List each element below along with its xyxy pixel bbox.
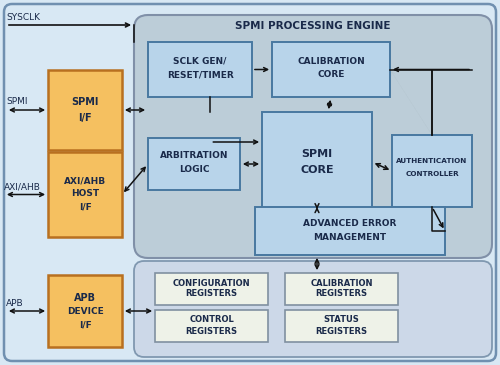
Text: AXI/AHB: AXI/AHB bbox=[4, 182, 41, 191]
FancyBboxPatch shape bbox=[48, 275, 122, 347]
Text: RESET/TIMER: RESET/TIMER bbox=[166, 70, 234, 79]
Text: I/F: I/F bbox=[78, 203, 92, 212]
Text: REGISTERS: REGISTERS bbox=[316, 327, 368, 335]
FancyBboxPatch shape bbox=[285, 310, 398, 342]
Text: ARBITRATION: ARBITRATION bbox=[160, 151, 228, 161]
Text: I/F: I/F bbox=[78, 113, 92, 123]
Text: STATUS: STATUS bbox=[324, 315, 360, 324]
Text: AUTHENTICATION: AUTHENTICATION bbox=[396, 158, 468, 164]
Text: CALIBRATION: CALIBRATION bbox=[310, 278, 373, 288]
Text: SPMI PROCESSING ENGINE: SPMI PROCESSING ENGINE bbox=[236, 21, 391, 31]
Text: CONTROLLER: CONTROLLER bbox=[405, 171, 459, 177]
Text: APB: APB bbox=[74, 293, 96, 303]
FancyBboxPatch shape bbox=[392, 135, 472, 207]
Text: REGISTERS: REGISTERS bbox=[186, 327, 238, 335]
Text: CONFIGURATION: CONFIGURATION bbox=[172, 278, 250, 288]
FancyBboxPatch shape bbox=[262, 112, 372, 212]
FancyBboxPatch shape bbox=[48, 70, 122, 150]
Text: SYSCLK: SYSCLK bbox=[6, 12, 40, 22]
FancyBboxPatch shape bbox=[148, 42, 252, 97]
FancyBboxPatch shape bbox=[134, 261, 492, 357]
Text: REGISTERS: REGISTERS bbox=[316, 289, 368, 299]
FancyBboxPatch shape bbox=[4, 4, 496, 361]
FancyBboxPatch shape bbox=[155, 310, 268, 342]
Text: HOST: HOST bbox=[71, 189, 99, 198]
Text: CONTROL: CONTROL bbox=[189, 315, 234, 324]
FancyBboxPatch shape bbox=[155, 273, 268, 305]
FancyBboxPatch shape bbox=[48, 152, 122, 237]
Text: LOGIC: LOGIC bbox=[179, 165, 209, 174]
Text: CORE: CORE bbox=[300, 165, 334, 175]
FancyBboxPatch shape bbox=[255, 207, 445, 255]
FancyBboxPatch shape bbox=[148, 138, 240, 190]
Text: APB: APB bbox=[6, 299, 24, 307]
Text: AXI/AHB: AXI/AHB bbox=[64, 176, 106, 185]
Text: MANAGEMENT: MANAGEMENT bbox=[314, 233, 386, 242]
Text: CALIBRATION: CALIBRATION bbox=[297, 57, 365, 66]
Text: SPMI: SPMI bbox=[302, 149, 332, 159]
Text: CORE: CORE bbox=[318, 70, 344, 79]
FancyBboxPatch shape bbox=[272, 42, 390, 97]
Text: SPMI: SPMI bbox=[6, 97, 28, 107]
FancyBboxPatch shape bbox=[285, 273, 398, 305]
Text: I/F: I/F bbox=[78, 320, 92, 330]
FancyBboxPatch shape bbox=[134, 15, 492, 258]
Text: SPMI: SPMI bbox=[72, 97, 99, 107]
Text: SCLK GEN/: SCLK GEN/ bbox=[174, 57, 227, 66]
Text: REGISTERS: REGISTERS bbox=[186, 289, 238, 299]
Text: ADVANCED ERROR: ADVANCED ERROR bbox=[304, 219, 396, 227]
Text: DEVICE: DEVICE bbox=[66, 307, 104, 316]
